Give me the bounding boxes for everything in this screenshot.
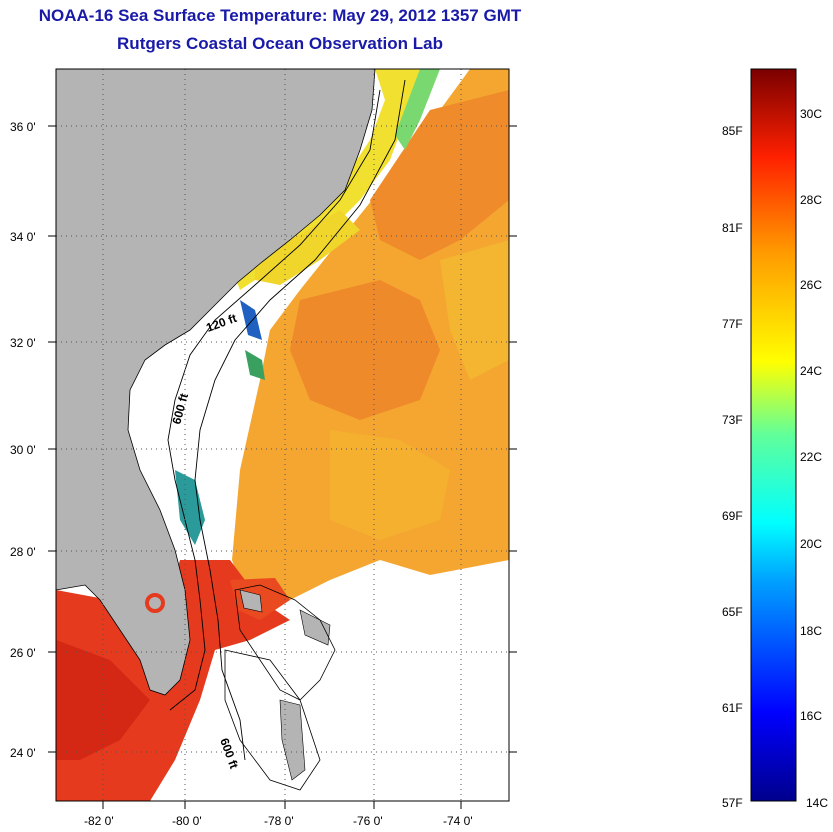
longitude-axis: -82 0' -80 0' -78 0' -76 0' -74 0' (84, 814, 473, 828)
contour-120ft (167, 89, 381, 711)
lat-tick-label: 32 0' (10, 336, 36, 350)
lon-tick-label: -80 0' (172, 814, 202, 828)
lat-tick-label: 26 0' (10, 646, 36, 660)
island-andros (279, 699, 306, 781)
colorbar-c-label: 20C (800, 537, 822, 551)
lon-tick-label: -82 0' (84, 814, 114, 828)
colorbar-c-label: 16C (800, 709, 822, 723)
lon-tick-label: -78 0' (264, 814, 294, 828)
colorbar-f-label: 69F (722, 509, 743, 523)
colorbar-c-label: 18C (800, 624, 822, 638)
lat-tick-label: 30 0' (10, 443, 36, 457)
colorbar-c-label: 24C (800, 364, 822, 378)
colorbar-f-label: 85F (722, 124, 743, 138)
colorbar-f-label: 77F (722, 317, 743, 331)
lon-tick-label: -76 0' (353, 814, 383, 828)
island-grand-bahama (239, 589, 263, 613)
colorbar-c-label: 28C (800, 193, 822, 207)
map-border (55, 68, 510, 802)
contour-andros (224, 649, 321, 791)
colorbar-f-label: 57F (722, 796, 743, 810)
colorbar-f-label: 65F (722, 605, 743, 619)
map-title: NOAA-16 Sea Surface Temperature: May 29,… (38, 6, 522, 25)
graticule (56, 69, 509, 801)
latitude-axis: 36 0' 34 0' 32 0' 30 0' 28 0' 26 0' 24 0… (10, 120, 36, 760)
land-mass (56, 69, 376, 696)
contour-bahamas (234, 584, 336, 701)
colorbar-c-label: 22C (800, 450, 822, 464)
lake-okeechobee (145, 593, 165, 613)
colorbar-c-label: 30C (800, 107, 822, 121)
colorbar-celsius-labels: 30C 28C 26C 24C 22C 20C 18C 16C 14C (800, 107, 828, 810)
lat-tick-label: 36 0' (10, 120, 36, 134)
lat-tick-label: 24 0' (10, 746, 36, 760)
colorbar (750, 68, 797, 802)
lat-tick-label: 34 0' (10, 230, 36, 244)
colorbar-f-label: 73F (722, 413, 743, 427)
lon-tick-label: -74 0' (443, 814, 473, 828)
lat-tick-label: 28 0' (10, 545, 36, 559)
colorbar-c-label: 14C (806, 796, 828, 810)
map-subtitle: Rutgers Coastal Ocean Observation Lab (117, 34, 443, 53)
colorbar-c-label: 26C (800, 278, 822, 292)
contour-600ft (194, 79, 406, 761)
colorbar-fahrenheit-labels: 85F 81F 77F 73F 69F 65F 61F 57F (722, 124, 743, 810)
colorbar-f-label: 81F (722, 221, 743, 235)
axis-ticks (48, 125, 517, 809)
colorbar-f-label: 61F (722, 701, 743, 715)
